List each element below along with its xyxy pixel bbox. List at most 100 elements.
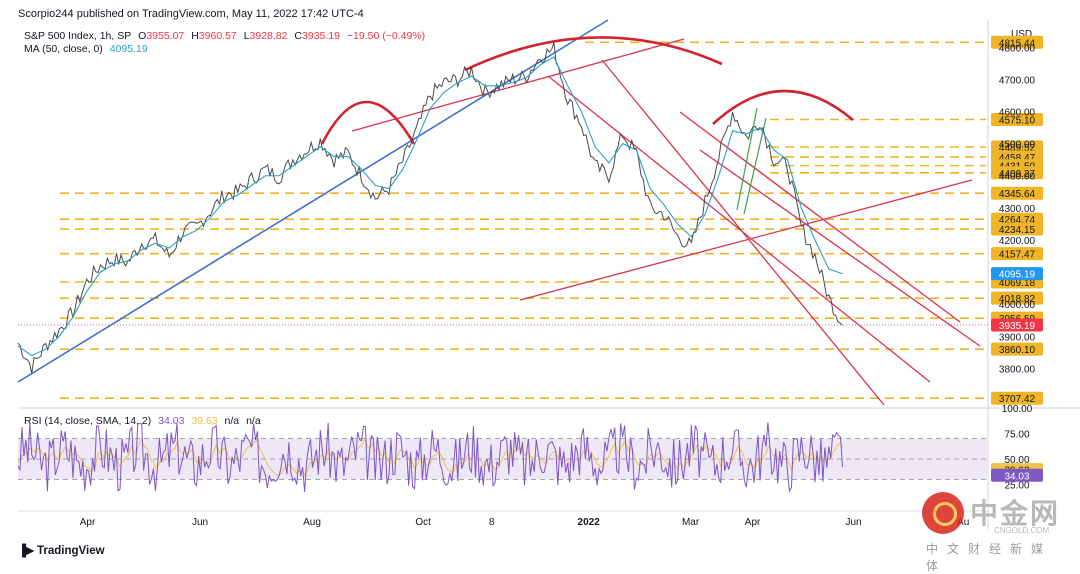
ma-badge-bg [991,267,1043,281]
x-tick-label: Jun [192,517,208,528]
rsi-ma-series [17,437,843,476]
ma-badge-label: 4095.19 [999,270,1036,281]
level-label: 4264.74 [999,215,1036,226]
x-tick-label: Au [957,517,969,528]
x-tick-label: Aug [303,517,321,528]
y-tick-label: 4600.00 [999,108,1036,119]
rsi-na-1: n/a [224,415,240,427]
currency-label: USD [1011,29,1033,40]
level-badge: 4575.10 [991,113,1043,127]
x-tick-label: Mar [682,517,700,528]
last-price-badge-bg [991,318,1043,332]
level-label: 4409.27 [999,169,1036,180]
low-value: 3928.82 [249,30,288,42]
level-badge: 4409.27 [991,166,1043,180]
rsi-ma-value: 39.63 [191,415,218,427]
last-price-label: 3935.19 [999,321,1036,332]
y-tick-label: 4500.00 [999,140,1036,151]
x-tick-label: 8 [489,517,495,528]
tradingview-logo[interactable]: ▐▶ TradingView [18,543,105,557]
y-tick-label: 4700.00 [999,75,1036,86]
symbol-name: S&P 500 Index, 1h, SP [24,30,132,42]
level-badge: 4018.82 [991,291,1043,305]
level-label: 4069.18 [999,278,1036,289]
rsi-value: 34.03 [158,415,185,427]
x-tick-label: Jun [845,517,861,528]
x-tick-label: 2022 [578,517,601,528]
level-badge-bg [991,391,1043,405]
ma-badge: 4095.19 [991,267,1043,281]
level-badge-bg [991,166,1043,180]
level-badge: 4815.44 [991,35,1043,49]
level-badge: 3707.42 [991,391,1043,405]
rsi-tick-label: 100.00 [1002,404,1033,415]
watermark-coin-icon [922,492,964,534]
tv-logo-icon: ▐▶ [18,545,34,557]
watermark-name: 中金网 [970,497,1061,530]
rsi-badge-label: 34.03 [1004,471,1029,482]
rsi-tick-label: 75.00 [1004,430,1029,441]
symbol-legend: S&P 500 Index, 1h, SP O3955.07 H3960.57 … [24,30,429,42]
rsi-badge-bg [991,468,1043,482]
open-label: O [138,30,147,42]
level-badge: 4234.15 [991,222,1043,236]
level-label: 4345.64 [999,189,1036,200]
brand-name: TradingView [37,545,105,557]
ma-value: 4095.19 [109,43,148,55]
trend-line [699,149,981,347]
wedge-line [743,117,767,215]
high-value: 3960.57 [198,30,237,42]
y-tick-label: 3900.00 [999,332,1036,343]
y-tick-label: 3800.00 [999,364,1036,375]
x-tick-label: Oct [415,517,431,528]
rsi-tick-label: 25.00 [1004,481,1029,492]
close-label: C [294,30,303,42]
level-label: 3707.42 [999,394,1036,405]
level-badge-bg [991,222,1043,236]
change-value: −19.50 (−0.49%) [346,30,426,42]
y-tick-label: 4300.00 [999,204,1036,215]
level-badge-bg [991,247,1043,261]
rsi-tick-label: 50.00 [1004,455,1029,466]
ma-label: MA (50, close, 0) [24,43,103,55]
level-label: 4815.44 [999,38,1036,49]
support-trend-line [17,19,609,383]
head-shoulder-arc [464,36,723,72]
level-badge: 4157.47 [991,247,1043,261]
high-label: H [191,30,199,42]
level-badge: 3860.10 [991,342,1043,356]
level-badge-bg [991,186,1043,200]
y-tick-label: 4400.00 [999,172,1036,183]
level-label: 4458.47 [999,153,1036,164]
level-label: 4575.10 [999,116,1036,127]
close-value: 3935.19 [302,30,340,42]
level-badge: 4489.52 [991,140,1043,154]
publisher-line: Scorpio244 published on TradingView.com,… [18,8,364,20]
rsi-na-2: n/a [246,415,261,427]
trend-line [547,75,931,383]
level-label: 4018.82 [999,294,1036,305]
watermark: 中金网 CNGOLD.COM 中文财经新媒体 [922,490,1072,573]
level-badge-bg [991,113,1043,127]
ma-series [17,56,843,357]
watermark-tagline: 中文财经新媒体 [926,542,1053,573]
trend-line [679,111,961,323]
ma-legend: MA (50, close, 0) 4095.19 [24,43,152,55]
price-series [17,42,843,374]
rsi-badge: 34.03 [991,468,1043,482]
y-tick-label: 4200.00 [999,236,1036,247]
level-badge: 4345.64 [991,186,1043,200]
level-badge-bg [991,212,1043,226]
level-label: 4489.52 [999,143,1036,154]
rsi-series [17,422,843,493]
wedge-line [736,107,758,211]
head-shoulder-arc [712,89,854,125]
y-tick-label: 4800.00 [999,43,1036,54]
last-price-badge: 3935.19 [991,318,1043,332]
level-badge-bg [991,342,1043,356]
x-tick-label: Apr [745,517,761,528]
level-badge: 4264.74 [991,212,1043,226]
head-shoulder-arc [320,100,416,145]
open-value: 3955.07 [146,30,185,42]
